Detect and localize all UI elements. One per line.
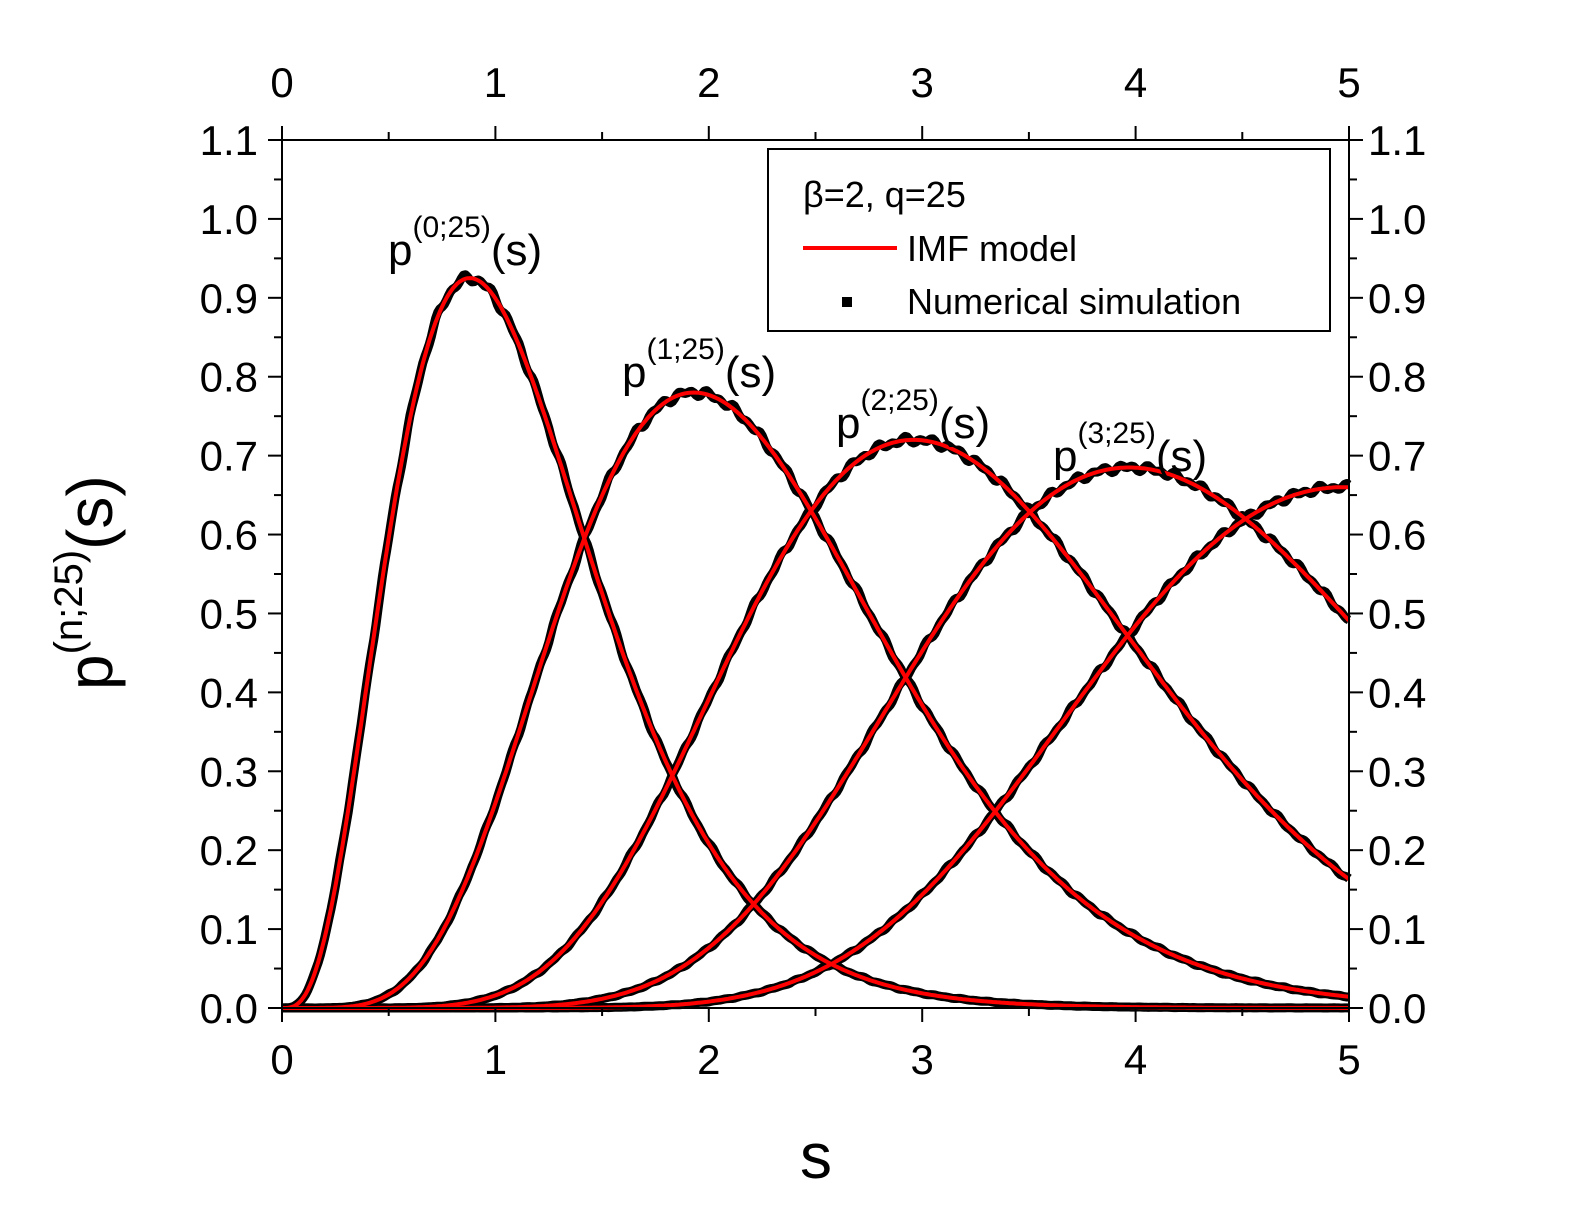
- x-tick-label-bottom: 0: [270, 1036, 293, 1083]
- y-tick-label-left: 0.8: [200, 354, 258, 401]
- model-curve-0: [282, 276, 1349, 1010]
- axes: [268, 126, 1363, 1022]
- curve-label-p0: p(0;25)(s): [388, 211, 542, 275]
- y-tick-label-right: 0.1: [1368, 906, 1426, 953]
- x-tick-label-bottom: 4: [1124, 1036, 1147, 1083]
- y-tick-label-left: 1.0: [200, 196, 258, 243]
- y-tick-label-right: 0.3: [1368, 748, 1426, 795]
- y-tick-label-left: 0.7: [200, 433, 258, 480]
- y-tick-label-left: 1.1: [200, 117, 258, 164]
- y-tick-label-left: 0.6: [200, 512, 258, 559]
- x-tick-label-top: 3: [911, 59, 934, 106]
- y-tick-label-right: 0.5: [1368, 590, 1426, 637]
- legend-label-imf-model: IMF model: [907, 228, 1077, 269]
- x-tick-label-top: 1: [484, 59, 507, 106]
- y-tick-label-left: 0.1: [200, 906, 258, 953]
- legend-label-numerical-simulation: Numerical simulation: [907, 281, 1241, 322]
- legend-marker-swatch: [842, 297, 852, 307]
- x-tick-label-top: 5: [1337, 59, 1360, 106]
- model-curve-2: [282, 437, 1351, 1010]
- curve-label-p2: p(2;25)(s): [836, 384, 990, 448]
- legend-title: β=2, q=25: [803, 174, 966, 215]
- y-tick-label-left: 0.0: [200, 985, 258, 1032]
- y-tick-label-right: 1.1: [1368, 117, 1426, 164]
- y-tick-label-left: 0.9: [200, 275, 258, 322]
- x-tick-label-top: 0: [270, 59, 293, 106]
- y-axis-title: p(n;25)(s): [47, 475, 126, 690]
- x-tick-label-bottom: 1: [484, 1036, 507, 1083]
- y-tick-label-right: 0.6: [1368, 512, 1426, 559]
- curve-label-p1: p(1;25)(s): [622, 333, 776, 397]
- y-tick-label-left: 0.2: [200, 827, 258, 874]
- x-tick-label-top: 2: [697, 59, 720, 106]
- x-tick-label-bottom: 5: [1337, 1036, 1360, 1083]
- model-curve-1: [282, 390, 1350, 1010]
- legend-box: [767, 148, 1331, 332]
- y-tick-label-right: 0.2: [1368, 827, 1426, 874]
- x-tick-label-bottom: 3: [911, 1036, 934, 1083]
- y-tick-label-right: 0.0: [1368, 985, 1426, 1032]
- y-tick-label-left: 0.4: [200, 669, 258, 716]
- x-tick-label-top: 4: [1124, 59, 1147, 106]
- y-tick-label-right: 0.7: [1368, 433, 1426, 480]
- simulation-curve-0: [279, 270, 1352, 1013]
- x-axis-title: s: [800, 1120, 832, 1192]
- y-tick-label-right: 0.8: [1368, 354, 1426, 401]
- curve-label-p3: p(3;25)(s): [1053, 417, 1207, 481]
- y-tick-label-left: 0.3: [200, 748, 258, 795]
- model-series-group: [282, 276, 1351, 1010]
- y-tick-label-right: 0.4: [1368, 669, 1426, 716]
- x-tick-label-bottom: 2: [697, 1036, 720, 1083]
- y-tick-label-left: 0.5: [200, 590, 258, 637]
- simulation-series-group: [279, 270, 1352, 1013]
- legend: β=2, q=25 IMF model Numerical simulation: [767, 148, 1331, 332]
- y-tick-label-right: 0.9: [1368, 275, 1426, 322]
- y-tick-label-right: 1.0: [1368, 196, 1426, 243]
